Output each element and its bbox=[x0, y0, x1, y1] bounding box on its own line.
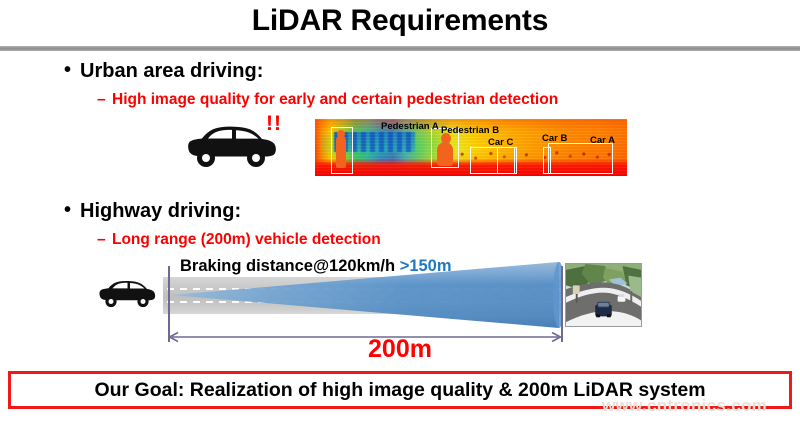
detection-box-pedestrian-b bbox=[431, 128, 459, 168]
braking-distance-value: >150m bbox=[399, 257, 452, 275]
goal-text: Our Goal: Realization of high image qual… bbox=[94, 378, 706, 401]
heatmap-label-car-a: Car A bbox=[590, 135, 615, 146]
distance-label-200m: 200m bbox=[368, 335, 432, 363]
page-title: LiDAR Requirements bbox=[251, 4, 549, 37]
heatmap-label-pedestrian-a: Pedestrian A bbox=[381, 121, 439, 132]
heatmap-road-clutter bbox=[452, 148, 621, 163]
warning-exclamation-icon: !! bbox=[266, 112, 282, 135]
car-icon bbox=[188, 126, 276, 167]
detection-box-pedestrian-a bbox=[331, 127, 353, 174]
dash-marker-icon: – bbox=[97, 91, 106, 108]
bullet-highway-label: Highway driving: bbox=[80, 200, 242, 222]
bullet-marker-icon: • bbox=[64, 199, 72, 221]
pedestrian-b-head bbox=[441, 133, 451, 144]
dash-marker-icon: – bbox=[97, 231, 106, 248]
heatmap-label-pedestrian-b: Pedestrian B bbox=[441, 125, 500, 136]
braking-distance-text: Braking distance@120km/h bbox=[180, 257, 400, 275]
pedestrian-b-silhouette bbox=[437, 142, 453, 166]
goal-banner: Our Goal: Realization of high image qual… bbox=[8, 371, 792, 409]
subbullet-urban-detail: – High image quality for early and certa… bbox=[97, 91, 558, 109]
heatmap-label-car-b: Car B bbox=[542, 133, 568, 144]
subbullet-urban-label: High image quality for early and certain… bbox=[112, 91, 559, 108]
lidar-beam-cone bbox=[171, 262, 563, 328]
car-icon bbox=[99, 281, 156, 308]
detection-box-car-c-inner bbox=[497, 147, 517, 174]
measure-rule-start bbox=[168, 266, 170, 342]
highway-road-photo bbox=[565, 263, 642, 327]
braking-distance-caption: Braking distance@120km/h >150m bbox=[180, 257, 452, 276]
title-divider bbox=[0, 46, 800, 51]
detection-box-car-a bbox=[548, 143, 613, 174]
subbullet-highway-label: Long range (200m) vehicle detection bbox=[112, 231, 381, 248]
bullet-highway-driving: • Highway driving: bbox=[64, 200, 241, 223]
distance-arrow bbox=[167, 331, 563, 343]
subbullet-highway-detail: – Long range (200m) vehicle detection bbox=[97, 231, 381, 249]
heatmap-far-structure bbox=[333, 131, 415, 153]
lidar-depth-heatmap bbox=[315, 119, 627, 176]
heatmap-label-car-c: Car C bbox=[488, 137, 514, 148]
bullet-urban-area-driving: • Urban area driving: bbox=[64, 60, 263, 83]
detection-box-car-c bbox=[470, 147, 515, 174]
bullet-marker-icon: • bbox=[64, 59, 72, 81]
pedestrian-a-silhouette bbox=[336, 135, 346, 168]
measure-rule-end bbox=[561, 266, 563, 342]
bullet-urban-label: Urban area driving: bbox=[80, 60, 264, 82]
pedestrian-a-head bbox=[337, 130, 345, 138]
watermark: www.cntronics.com bbox=[602, 396, 768, 415]
detection-box-car-b bbox=[543, 147, 551, 174]
